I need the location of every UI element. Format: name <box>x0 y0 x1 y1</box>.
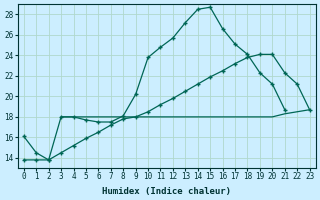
X-axis label: Humidex (Indice chaleur): Humidex (Indice chaleur) <box>102 187 231 196</box>
